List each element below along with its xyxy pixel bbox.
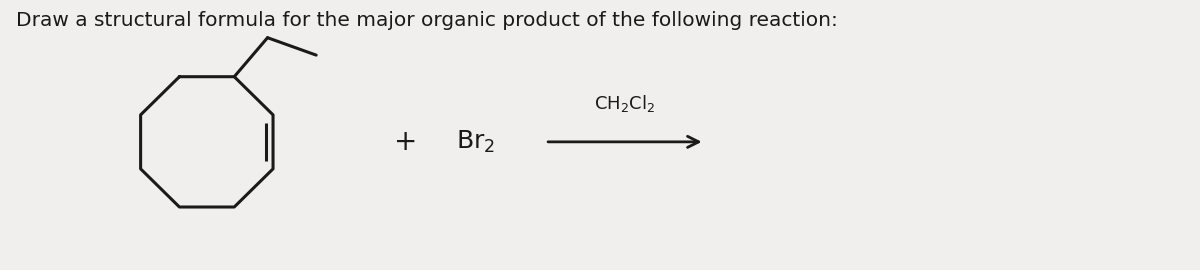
Text: CH$_2$Cl$_2$: CH$_2$Cl$_2$	[594, 93, 655, 114]
Text: Draw a structural formula for the major organic product of the following reactio: Draw a structural formula for the major …	[16, 11, 838, 30]
Text: Br$_2$: Br$_2$	[456, 129, 496, 155]
Text: +: +	[395, 128, 418, 156]
